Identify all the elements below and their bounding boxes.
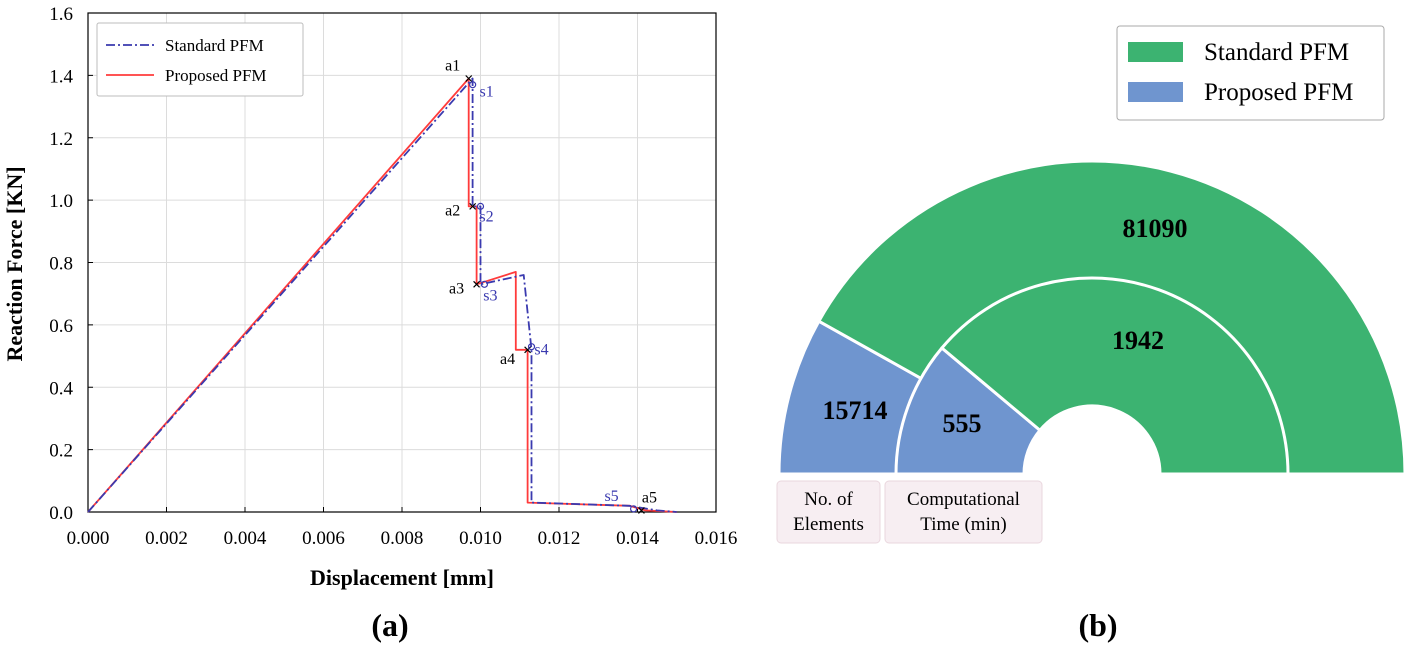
chart-a-y-ticks: 0.0 0.2 0.4 0.6 0.8 1.0 1.2 1.4 1.6 [49,4,93,524]
chart-b-legend-label: Standard PFM [1204,39,1349,66]
annotation-marker-s5 [629,505,638,513]
chart-b-category-label: Time (min) [920,514,1006,535]
chart-a-x-tick-label: 0.008 [381,528,424,549]
annotation-label-a4: a4 [500,351,515,368]
chart-a-y-tick-label: 1.6 [49,4,73,25]
chart-a-y-tick-label: 0.8 [49,254,73,275]
panel-label-b: (b) [1078,607,1117,643]
chart-a-y-axis-label: Reaction Force [KN] [2,166,27,361]
chart-b-category-labels: No. of Elements Computational Time (min) [776,480,1043,544]
annotation-marker-a2 [469,202,477,210]
chart-b-category-label: Elements [793,514,864,535]
annotation-marker-a4 [524,346,532,354]
chart-a-y-tick-label: 0.6 [49,316,73,337]
chart-b-legend-box [1116,25,1385,121]
chart-a-y-tick-label: 1.2 [49,129,73,150]
chart-b-rings [777,159,1405,476]
chart-a-series [87,77,677,513]
chart-a-x-ticks: 0.000 0.002 0.004 0.006 0.008 0.010 0.012 0.014… [67,507,738,549]
annotation-label-a2: a2 [445,202,460,219]
annotation-label-s5: s5 [604,488,618,505]
chart-b-category-box [776,480,881,544]
chart-a-x-tick-label: 0.016 [695,528,738,549]
chart-a-x-tick-label: 0.010 [459,528,502,549]
chart-a-annotations: a1 a2 a3 a4 a5 s1 s2 s3 s4 s5 [445,57,657,514]
chart-b-category-label: Computational [907,489,1020,510]
ring-time-standard-value: 1942 [1112,326,1164,355]
chart-b-category-label: No. of [804,489,853,510]
chart-b-legend: Standard PFM Proposed PFM [1116,25,1385,121]
chart-a-x-tick-label: 0.002 [145,528,188,549]
chart-a-x-tick-label: 0.014 [616,528,659,549]
chart-b-legend-swatch [1128,42,1183,62]
annotation-marker-s1 [469,81,477,89]
chart-b-legend-swatch [1128,82,1183,102]
ring-elements-standard-value: 81090 [1123,214,1188,243]
annotation-marker-a5 [638,507,645,514]
chart-a-legend-label: Standard PFM [165,36,264,55]
chart-a-x-tick-label: 0.006 [302,528,345,549]
chart-a-reaction-force: 0.000 0.002 0.004 0.006 0.008 0.010 0.012 0.014… [2,4,737,643]
chart-b-nested-semicircle: 81090 15714 1942 555 No. of Elements Computat… [776,25,1405,643]
annotation-label-a1: a1 [445,57,460,74]
chart-a-x-tick-label: 0.012 [538,528,581,549]
series-proposed-pfm-line [87,77,677,513]
chart-a-legend-label: Proposed PFM [165,66,267,85]
annotation-label-s1: s1 [480,84,494,101]
annotation-marker-a3 [473,280,480,288]
ring-time-proposed-wedge [894,346,1042,476]
chart-a-y-tick-label: 0.4 [49,378,73,399]
chart-a-legend: Standard PFM Proposed PFM [96,22,304,97]
ring-time-proposed-value: 555 [943,409,982,438]
chart-b-legend-label: Proposed PFM [1204,79,1353,106]
annotation-label-s4: s4 [534,342,548,359]
chart-a-y-tick-label: 1.4 [49,66,73,87]
chart-a-y-tick-label: 0.0 [49,503,73,524]
chart-b-category-box [884,480,1043,544]
annotation-marker-s2 [476,202,485,210]
annotation-label-s3: s3 [483,287,497,304]
chart-a-x-axis-label: Displacement [mm] [310,565,494,590]
ring-time-standard-wedge [940,276,1290,476]
annotation-marker-s4 [527,343,536,351]
annotation-label-a3: a3 [449,280,464,297]
panel-label-a: (a) [371,607,408,643]
chart-a-y-tick-label: 0.2 [49,441,73,462]
annotation-marker-a1 [465,75,473,82]
series-standard-pfm-line [87,77,677,513]
chart-b-value-labels: 81090 15714 1942 555 [823,214,1188,438]
chart-a-x-tick-label: 0.000 [67,528,110,549]
annotation-label-s2: s2 [479,208,493,225]
annotation-label-a5: a5 [642,489,657,506]
annotation-marker-s3 [480,280,489,288]
chart-a-legend-box [96,22,304,97]
ring-elements-proposed-value: 15714 [823,396,888,425]
chart-a-y-tick-label: 1.0 [49,191,73,212]
chart-a-x-tick-label: 0.004 [224,528,267,549]
